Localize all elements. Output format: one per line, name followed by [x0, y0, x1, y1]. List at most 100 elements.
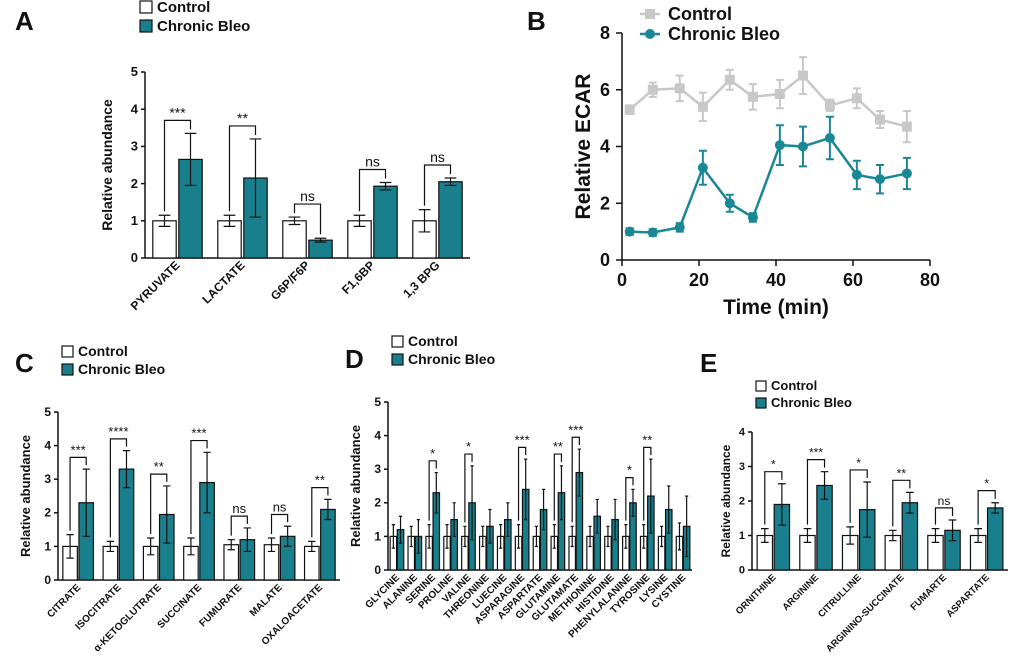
- x-tick-label: 40: [766, 270, 786, 290]
- x-tick-label: 80: [920, 270, 940, 290]
- error-bar: [649, 458, 653, 534]
- y-tick-label: 3: [131, 139, 138, 154]
- error-bar: [667, 485, 671, 534]
- error-bar: [906, 491, 914, 514]
- error-bar: [409, 525, 413, 548]
- x-tick-label: ARGININE: [780, 572, 821, 613]
- error-bar: [803, 528, 812, 543]
- marker: [797, 141, 808, 152]
- significance-label: **: [154, 459, 164, 474]
- significance-label: **: [553, 439, 563, 454]
- significance-label: *: [430, 446, 435, 461]
- panel-letter: C: [15, 348, 34, 378]
- legend-swatch: [391, 353, 404, 366]
- x-tick-label: 20: [689, 270, 709, 290]
- significance-bracket: [571, 436, 580, 523]
- marker: [697, 101, 708, 112]
- error-bar: [288, 216, 301, 226]
- error-bar: [379, 181, 392, 191]
- x-tick-label: ARGININO-SUCCINATE: [824, 572, 906, 654]
- error-bar: [398, 515, 403, 544]
- y-tick-label: 0: [131, 250, 138, 265]
- significance-bracket: [163, 119, 192, 212]
- error-bar: [481, 525, 485, 548]
- significance-bracket: [934, 507, 954, 525]
- error-bar: [308, 540, 316, 553]
- y-tick-label: 4: [44, 438, 51, 452]
- error-bar: [863, 481, 872, 538]
- x-tick-label: 60: [843, 270, 863, 290]
- significance-label: **: [315, 473, 325, 488]
- bar: [986, 507, 1004, 571]
- error-bar: [506, 502, 510, 537]
- x-tick-label: FUMURATE: [197, 582, 244, 629]
- error-bar: [452, 502, 456, 537]
- legend-swatch: [755, 397, 767, 409]
- significance-label: ns: [273, 499, 287, 514]
- error-bar: [267, 537, 276, 553]
- error-bar: [187, 537, 195, 556]
- x-tick-label: G6P/F6P: [268, 258, 313, 303]
- error-bar: [163, 485, 171, 544]
- line: [629, 136, 908, 234]
- error-bar: [846, 526, 854, 545]
- error-bar: [516, 524, 521, 549]
- error-bar: [991, 502, 1000, 514]
- x-tick-label: ORNITHINE: [734, 572, 779, 617]
- significance-bracket: [553, 453, 563, 521]
- y-tick-label: 2: [739, 496, 745, 508]
- legend-swatch: [61, 345, 74, 358]
- y-tick-label: 5: [374, 395, 381, 409]
- y-axis-label: Relative abundance: [719, 444, 733, 557]
- y-tick-label: 6: [600, 80, 610, 100]
- error-bar: [552, 524, 556, 549]
- significance-bracket: [230, 515, 248, 536]
- legend-label: Chronic Bleo: [78, 361, 165, 377]
- x-tick-label: CITRATE: [45, 582, 83, 620]
- error-bar: [249, 138, 262, 218]
- y-tick-label: 5: [44, 405, 51, 419]
- significance-label: ns: [938, 494, 951, 508]
- significance-bracket: [293, 203, 322, 235]
- error-bar: [631, 488, 635, 517]
- error-bar: [463, 525, 467, 548]
- y-tick-label: 3: [374, 462, 381, 476]
- error-bar: [577, 448, 581, 497]
- error-bar: [778, 483, 786, 526]
- bar: [438, 181, 463, 259]
- panel-letter: D: [345, 344, 364, 374]
- legend-label: Control: [771, 378, 817, 393]
- error-bar: [488, 508, 492, 544]
- marker: [901, 121, 912, 132]
- significance-bracket: [190, 439, 208, 534]
- marker: [747, 91, 758, 102]
- legend-label: Control: [157, 0, 210, 16]
- marker: [874, 114, 885, 125]
- legend-label: Control: [78, 343, 128, 359]
- legend-swatch: [755, 380, 767, 392]
- significance-bracket: [423, 164, 452, 206]
- error-bar: [559, 465, 564, 521]
- error-bar: [470, 465, 474, 541]
- error-bar: [314, 237, 327, 243]
- error-bar: [122, 450, 131, 489]
- y-tick-label: 3: [739, 461, 745, 473]
- error-bar: [888, 529, 897, 542]
- legend-label: Chronic Bleo: [771, 395, 852, 410]
- error-bar: [203, 451, 211, 514]
- error-bar: [227, 539, 235, 551]
- bar: [308, 239, 333, 259]
- y-tick-label: 4: [374, 428, 381, 442]
- marker: [645, 9, 655, 19]
- x-tick-label: FUMARTE: [908, 572, 949, 613]
- x-tick-label: α-KETOGLUTRATE: [92, 582, 164, 654]
- significance-label: ***: [515, 432, 530, 447]
- marker: [851, 169, 862, 180]
- y-tick-label: 3: [44, 472, 51, 486]
- significance-label: **: [642, 432, 652, 447]
- significance-label: ns: [300, 188, 315, 204]
- error-bar: [606, 525, 610, 548]
- marker: [824, 100, 835, 111]
- marker: [724, 74, 735, 85]
- significance-bracket: [109, 438, 128, 538]
